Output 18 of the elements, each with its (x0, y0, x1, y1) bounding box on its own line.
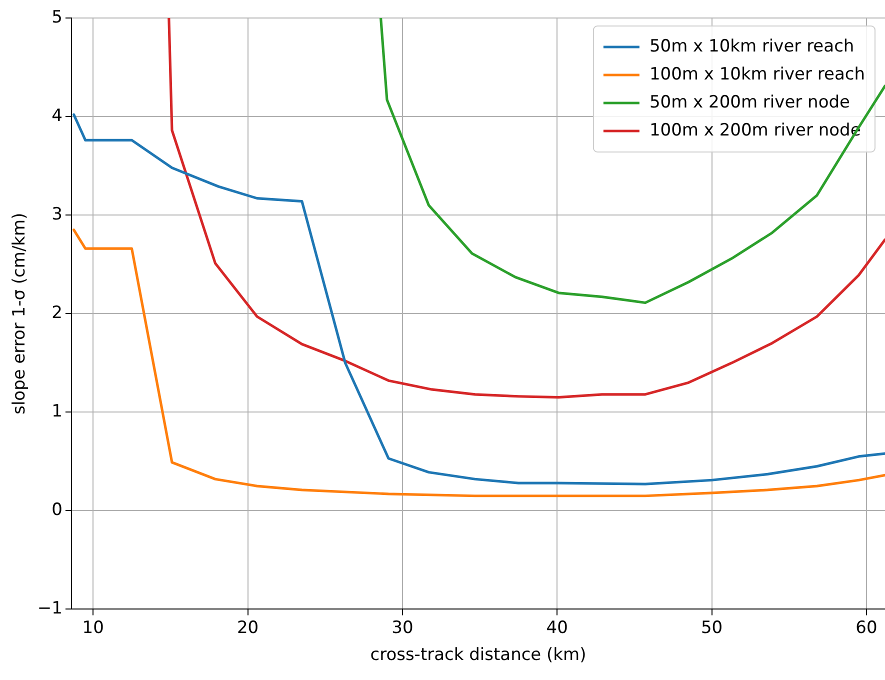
x-tick-label: 20 (236, 618, 259, 638)
y-tick-label: −1 (37, 598, 62, 619)
y-tick-label: 2 (52, 303, 62, 324)
x-tick-label: 40 (546, 618, 568, 638)
y-tick-label: 5 (52, 7, 62, 28)
x-tick-label: 60 (856, 618, 878, 638)
legend-label: 50m x 10km river reach (649, 36, 854, 56)
y-tick-label: 4 (52, 106, 62, 126)
y-tick-label: 1 (52, 402, 62, 422)
x-tick-label: 10 (82, 618, 104, 638)
y-tick-label: 3 (52, 204, 62, 224)
x-axis-title: cross-track distance (km) (370, 645, 586, 666)
x-tick-label: 50 (700, 618, 723, 638)
y-axis-title: slope error 1-σ (cm/km) (10, 212, 30, 414)
legend-label: 100m x 10km river reach (649, 64, 866, 84)
y-tick-label: 0 (52, 500, 62, 520)
legend-label: 50m x 200m river node (649, 92, 850, 112)
x-tick-label: 30 (392, 618, 414, 638)
